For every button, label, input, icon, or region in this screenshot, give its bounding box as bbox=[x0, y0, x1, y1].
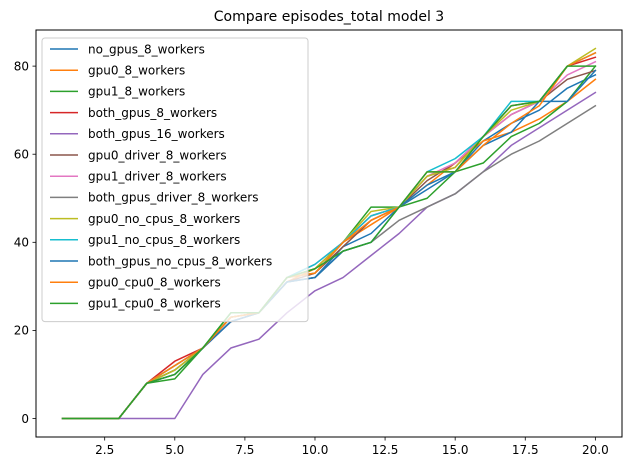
legend-label: gpu1_cpu0_8_workers bbox=[88, 297, 221, 311]
legend-label: both_gpus_8_workers bbox=[88, 106, 217, 120]
legend-label: both_gpus_no_cpus_8_workers bbox=[88, 254, 272, 268]
series-line-gpu0-cpu0-8-workers bbox=[61, 51, 597, 420]
y-tick-label: 0 bbox=[21, 412, 29, 426]
chart-title: Compare episodes_total model 3 bbox=[214, 9, 444, 25]
y-tick-label: 60 bbox=[14, 148, 29, 162]
legend-label: gpu0_driver_8_workers bbox=[88, 148, 227, 162]
legend-label: no_gpus_8_workers bbox=[88, 42, 205, 56]
legend: no_gpus_8_workers gpu0_8_workers gpu1_8_wo… bbox=[41, 37, 309, 323]
x-tick-label: 7.5 bbox=[235, 443, 254, 457]
x-tick-label: 15.0 bbox=[442, 443, 469, 457]
legend-label: gpu0_no_cpus_8_workers bbox=[88, 212, 240, 226]
legend-label: both_gpus_16_workers bbox=[88, 127, 225, 141]
axes-frame bbox=[35, 29, 623, 438]
x-tick-label: 5.0 bbox=[165, 443, 184, 457]
y-tick-label: 80 bbox=[14, 59, 29, 73]
x-tick-label: 17.5 bbox=[512, 443, 539, 457]
y-axis: 0 20 40 60 80 bbox=[14, 59, 36, 426]
legend-label: gpu0_8_workers bbox=[88, 64, 185, 78]
legend-label: gpu1_no_cpus_8_workers bbox=[88, 233, 240, 247]
series-lines bbox=[61, 47, 597, 420]
x-axis: 2.5 5.0 7.5 10.0 12.5 15.0 17.5 20.0 bbox=[95, 437, 609, 457]
x-tick-label: 2.5 bbox=[95, 443, 114, 457]
x-tick-label: 12.5 bbox=[372, 443, 399, 457]
y-tick-label: 40 bbox=[14, 236, 29, 250]
legend-label: both_gpus_driver_8_workers bbox=[88, 191, 258, 205]
x-tick-label: 10.0 bbox=[302, 443, 329, 457]
legend-frame bbox=[41, 37, 309, 323]
x-tick-label: 20.0 bbox=[582, 443, 609, 457]
series-line-gpu1-cpu0-8-workers bbox=[61, 65, 597, 420]
legend-label: gpu1_driver_8_workers bbox=[88, 170, 227, 184]
legend-label: gpu1_8_workers bbox=[88, 85, 185, 99]
y-tick-label: 20 bbox=[14, 324, 29, 338]
legend-label: gpu0_cpu0_8_workers bbox=[88, 276, 221, 290]
series-line-both-gpus-16-workers bbox=[61, 91, 597, 420]
